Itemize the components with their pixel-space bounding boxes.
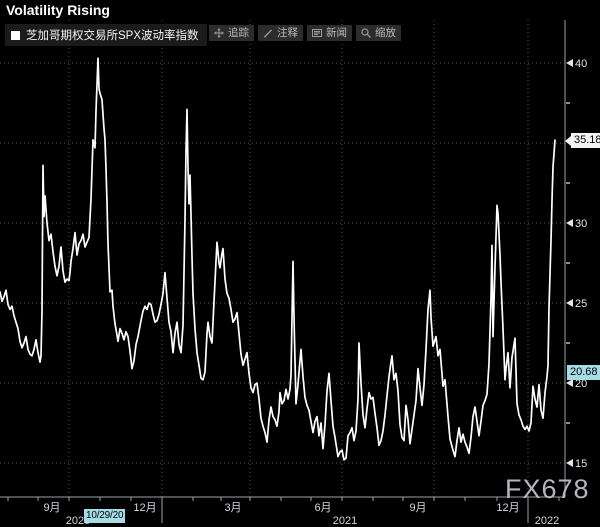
toolbar-button-label: 追踪 xyxy=(228,27,249,39)
svg-text:12月: 12月 xyxy=(133,502,156,514)
svg-text:30: 30 xyxy=(575,218,587,230)
toolbar-button-news[interactable]: 新闻 xyxy=(307,25,352,41)
toolbar-button-annotate[interactable]: 注释 xyxy=(258,25,303,41)
series-label: 芝加哥期权交易所SPX波动率指数 xyxy=(26,30,199,42)
watermark: FX678 xyxy=(505,474,590,504)
series-marker-icon xyxy=(11,30,20,40)
tracked-price-badge: 20.68 xyxy=(567,365,600,380)
svg-text:20: 20 xyxy=(575,378,587,390)
zoom-icon xyxy=(361,28,371,38)
toolbar-button-zoom[interactable]: 缩放 xyxy=(356,25,401,41)
tracked-date-badge: 10/29/20 xyxy=(84,509,126,523)
toolbar-button-label: 注释 xyxy=(277,27,298,39)
series-legend[interactable]: 芝加哥期权交易所SPX波动率指数 xyxy=(5,24,207,46)
toolbar-button-label: 新闻 xyxy=(326,27,347,39)
track-icon xyxy=(214,28,224,38)
svg-text:9月: 9月 xyxy=(409,502,426,514)
svg-text:2022: 2022 xyxy=(535,515,559,527)
toolbar-button-track[interactable]: 追踪 xyxy=(209,25,254,41)
last-price-badge: 35.18 xyxy=(565,133,600,148)
svg-text:6月: 6月 xyxy=(314,502,331,514)
svg-text:25: 25 xyxy=(575,298,587,310)
svg-text:15: 15 xyxy=(575,458,587,470)
svg-text:2021: 2021 xyxy=(333,515,357,527)
svg-text:9月: 9月 xyxy=(43,502,60,514)
svg-text:12月: 12月 xyxy=(496,502,519,514)
svg-text:3月: 3月 xyxy=(224,502,241,514)
chart-toolbar: 追踪 注释 新闻 缩放 xyxy=(209,25,401,41)
news-icon xyxy=(312,28,322,38)
page-title: Volatility Rising xyxy=(6,2,110,18)
toolbar-button-label: 缩放 xyxy=(375,27,396,39)
annotate-icon xyxy=(263,28,273,38)
svg-text:40: 40 xyxy=(575,58,587,70)
